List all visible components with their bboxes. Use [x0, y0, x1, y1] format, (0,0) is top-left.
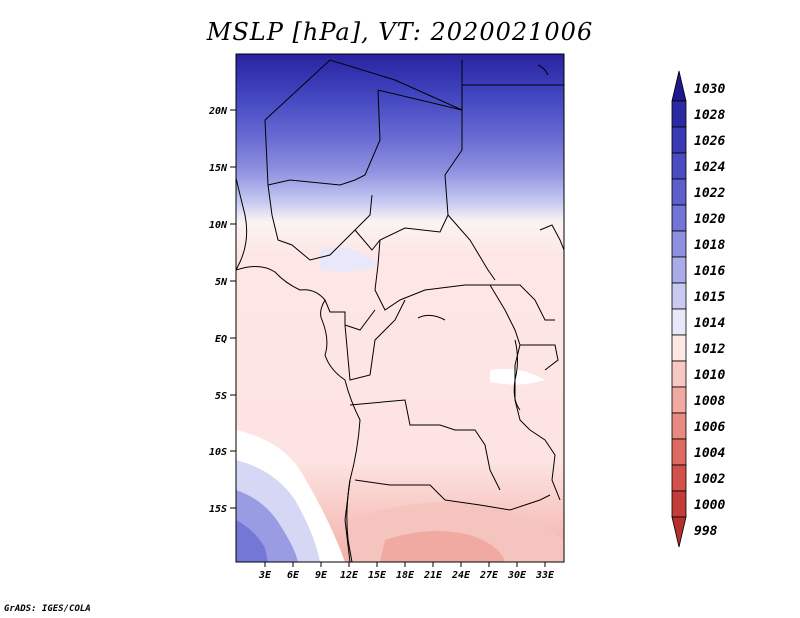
- svg-text:10S: 10S: [209, 447, 227, 458]
- colorbar-swatch: [671, 126, 687, 154]
- svg-text:21E: 21E: [423, 570, 443, 581]
- lat-tick-20n: 20N: [208, 106, 236, 117]
- colorbar-swatch: [671, 360, 687, 388]
- colorbar-swatch: [671, 516, 687, 548]
- svg-text:10N: 10N: [209, 220, 228, 231]
- colorbar-swatch: [671, 386, 687, 414]
- lon-tick-18e: 18E: [396, 562, 415, 581]
- colorbar-swatch: [671, 178, 687, 206]
- svg-text:5S: 5S: [215, 391, 227, 402]
- colorbar-label: 1030: [694, 82, 725, 97]
- colorbar-label: 1014: [694, 316, 725, 331]
- grads-credit: GrADS: IGES/COLA: [4, 604, 91, 614]
- colorbar-label: 1016: [694, 264, 725, 279]
- colorbar-label: 1012: [694, 342, 725, 357]
- svg-text:18E: 18E: [396, 570, 415, 581]
- lat-tick-15s: 15S: [209, 504, 236, 515]
- colorbar-label: 1002: [694, 472, 725, 487]
- colorbar-swatch: [671, 204, 687, 232]
- colorbar-swatch: [671, 438, 687, 466]
- lon-tick-24e: 24E: [451, 562, 471, 581]
- colorbar-label: 1010: [694, 368, 725, 383]
- lat-tick-10n: 10N: [209, 220, 236, 231]
- lat-tick-5n: 5N: [215, 277, 236, 288]
- svg-text:EQ: EQ: [215, 334, 227, 345]
- svg-text:15E: 15E: [368, 570, 387, 581]
- svg-text:12E: 12E: [340, 570, 359, 581]
- svg-text:3E: 3E: [258, 570, 272, 581]
- colorbar-swatch: [671, 334, 687, 362]
- svg-text:9E: 9E: [315, 570, 328, 581]
- colorbar-label: 1008: [694, 394, 725, 409]
- colorbar-swatch: [671, 70, 687, 102]
- colorbar-swatch: [671, 412, 687, 440]
- colorbar-label: 1026: [694, 134, 725, 149]
- svg-text:20N: 20N: [208, 106, 228, 117]
- lon-tick-12e: 12E: [340, 562, 359, 581]
- svg-text:27E: 27E: [479, 570, 499, 581]
- colorbar-label: 1004: [694, 446, 725, 461]
- svg-text:30E: 30E: [507, 570, 527, 581]
- lat-tick-5s: 5S: [215, 391, 236, 402]
- svg-text:5N: 5N: [215, 277, 228, 288]
- map-title: MSLP [hPa], VT: 2020021006: [206, 18, 594, 46]
- country-borders: [236, 59, 564, 562]
- svg-text:24E: 24E: [451, 570, 471, 581]
- colorbar-label: 1000: [694, 498, 725, 513]
- lon-tick-33e: 33E: [535, 562, 555, 581]
- lon-tick-6e: 6E: [287, 562, 300, 581]
- lat-tick-10s: 10S: [209, 447, 236, 458]
- lon-axis: 3E 6E 9E 12E 15E 18E 21E 24E 27E 30E 33E: [258, 562, 555, 581]
- lon-tick-21e: 21E: [423, 562, 443, 581]
- colorbar-label: 1028: [694, 108, 725, 123]
- colorbar-label: 998: [694, 524, 718, 539]
- colorbar-swatch: [671, 282, 687, 310]
- colorbar: 1030 1028 1026 1024 1022 1020 1018 1016 1015 1014…: [671, 70, 725, 548]
- colorbar-label: 1024: [694, 160, 725, 175]
- svg-text:33E: 33E: [535, 570, 555, 581]
- svg-text:15S: 15S: [209, 504, 227, 515]
- colorbar-swatch: [671, 230, 687, 258]
- colorbar-swatch: [671, 490, 687, 518]
- colorbar-label: 1020: [694, 212, 725, 227]
- colorbar-label: 1018: [694, 238, 725, 253]
- lon-tick-15e: 15E: [368, 562, 387, 581]
- colorbar-swatch: [671, 100, 687, 128]
- svg-text:6E: 6E: [287, 570, 300, 581]
- svg-text:15N: 15N: [209, 163, 228, 174]
- lat-tick-eq: EQ: [215, 334, 236, 345]
- colorbar-swatch: [671, 256, 687, 284]
- pressure-field: [236, 54, 564, 562]
- lon-tick-9e: 9E: [315, 562, 328, 581]
- colorbar-swatch: [671, 464, 687, 492]
- lon-tick-30e: 30E: [507, 562, 527, 581]
- colorbar-label: 1015: [694, 290, 725, 305]
- lon-tick-3e: 3E: [258, 562, 272, 581]
- colorbar-label: 1022: [694, 186, 725, 201]
- colorbar-swatch: [671, 308, 687, 336]
- lon-tick-27e: 27E: [479, 562, 499, 581]
- lat-tick-15n: 15N: [209, 163, 236, 174]
- colorbar-swatch: [671, 152, 687, 180]
- lat-axis: 20N 15N 10N 5N EQ 5S 10S 15S: [208, 106, 236, 515]
- colorbar-label: 1006: [694, 420, 725, 435]
